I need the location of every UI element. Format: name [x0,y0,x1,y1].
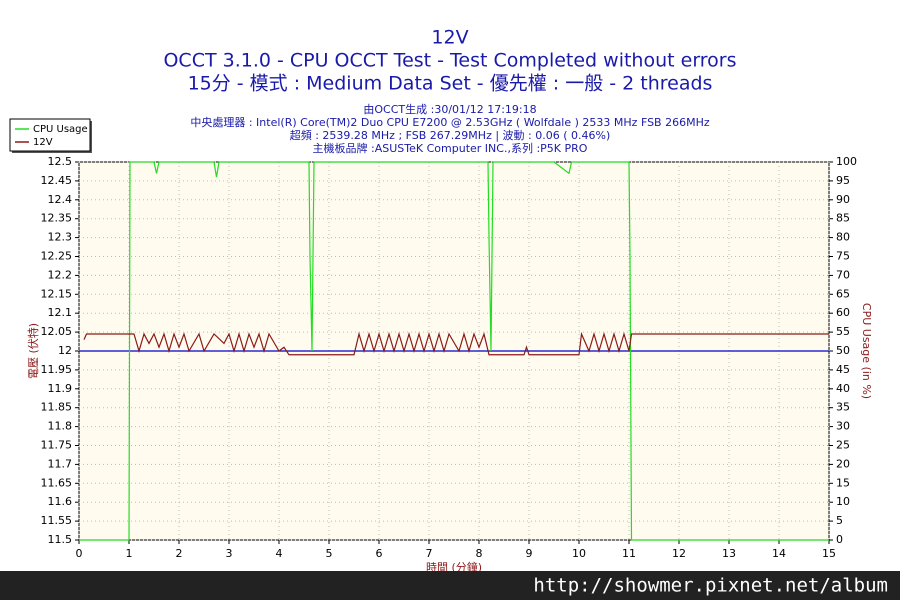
info-line: 主機板品牌 :ASUSTeK Computer INC.,系列 :P5K PRO [313,141,588,155]
y-tick-label: 12.25 [41,250,73,263]
y2-tick-label: 50 [836,344,850,357]
x-tick-label: 8 [476,547,483,560]
y-tick-label: 11.85 [41,401,73,414]
info-line: 中央處理器 : Intel(R) Core(TM)2 Duo CPU E7200… [190,115,709,129]
y2-tick-label: 70 [836,268,850,281]
y2-tick-label: 0 [836,533,843,546]
chart-title: 12V [431,27,468,49]
x-tick-label: 13 [722,547,736,560]
y2-tick-label: 55 [836,325,850,338]
x-tick-label: 4 [276,547,283,560]
y2-tick-label: 65 [836,287,850,300]
x-axis-label: 時間 (分鐘) [426,560,482,574]
y2-tick-label: 5 [836,514,843,527]
y2-tick-label: 75 [836,250,850,263]
x-tick-label: 14 [772,547,786,560]
x-tick-label: 7 [426,547,433,560]
y-tick-label: 11.55 [41,514,73,527]
y2-tick-label: 20 [836,457,850,470]
y2-tick-label: 80 [836,231,850,244]
y-tick-label: 12.35 [41,212,73,225]
y-tick-label: 12.5 [48,155,73,168]
y-tick-label: 11.5 [48,533,73,546]
y-tick-label: 11.9 [48,382,73,395]
x-tick-label: 15 [822,547,836,560]
y2-tick-label: 100 [836,155,857,168]
y-tick-label: 12 [58,344,72,357]
chart-subtitle: 15分 - 模式 : Medium Data Set - 優先權 : 一般 - … [188,73,713,95]
x-tick-label: 9 [526,547,533,560]
y-axis-label: 電壓 (伏特) [26,323,40,379]
x-tick-label: 0 [76,547,83,560]
info-line: 超頻 : 2539.28 MHz ; FSB 267.29MHz | 波動 : … [290,128,611,142]
watermark-bar [0,571,900,600]
y2-tick-label: 45 [836,363,850,376]
y-tick-label: 11.7 [48,457,73,470]
x-tick-label: 2 [176,547,183,560]
y2-axis-label: CPU Usage (in %) [860,303,873,399]
legend-box [9,118,91,152]
y-tick-label: 11.8 [48,420,73,433]
y2-tick-label: 40 [836,382,850,395]
chart-subtitle: OCCT 3.1.0 - CPU OCCT Test - Test Comple… [163,50,736,72]
y-tick-label: 12.3 [48,231,73,244]
series-line [79,161,829,541]
y2-tick-label: 60 [836,306,850,319]
y-tick-label: 11.65 [41,476,73,489]
info-line: 由OCCT生成 :30/01/12 17:19:18 [363,102,536,116]
series-line [83,331,829,356]
legend: CPU Usage 12V [9,118,92,153]
y-tick-label: 12.45 [41,174,73,187]
y-tick-label: 12.05 [41,325,73,338]
y-tick-label: 11.6 [48,495,73,508]
x-tick-label: 5 [326,547,333,560]
x-tick-label: 3 [226,547,233,560]
y2-tick-label: 15 [836,476,850,489]
x-tick-label: 12 [672,547,686,560]
y-tick-label: 12.1 [48,306,73,319]
x-tick-label: 10 [572,547,586,560]
y2-tick-label: 35 [836,401,850,414]
x-tick-label: 1 [126,547,133,560]
legend-label: CPU Usage [33,124,88,135]
watermark: http://showmer.pixnet.net/album [533,575,888,597]
y2-tick-label: 10 [836,495,850,508]
y-tick-label: 12.2 [48,268,73,281]
y-tick-label: 12.15 [41,287,73,300]
y2-tick-label: 30 [836,420,850,433]
y-tick-label: 12.4 [48,193,73,206]
x-tick-label: 6 [376,547,383,560]
y2-tick-label: 95 [836,174,850,187]
y-tick-label: 11.75 [41,439,73,452]
y2-tick-label: 25 [836,439,850,452]
legend-label: 12V [33,137,53,148]
x-tick-label: 11 [622,547,636,560]
y2-tick-label: 85 [836,212,850,225]
y2-tick-label: 90 [836,193,850,206]
y-tick-label: 11.95 [41,363,73,376]
